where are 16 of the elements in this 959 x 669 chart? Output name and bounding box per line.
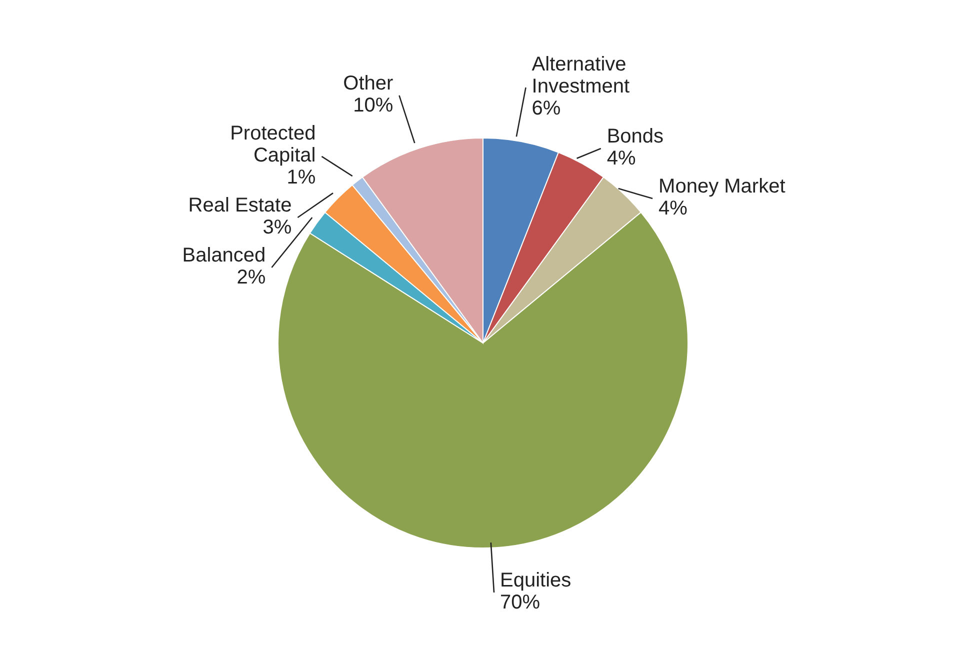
slice-label: Other xyxy=(343,72,394,94)
data-label: 1% xyxy=(286,166,316,188)
data-label: 4% xyxy=(606,148,636,170)
slice-label: Real Estate xyxy=(188,194,292,216)
slice-label: Protected Capital xyxy=(230,122,316,166)
slice-label: Equities xyxy=(500,569,572,592)
data-label: 3% xyxy=(262,216,292,238)
data-label: 4% xyxy=(658,198,688,220)
slice-label: Alternative Investment xyxy=(532,54,630,98)
slice-label: Bonds xyxy=(606,126,664,148)
data-label: 70% xyxy=(500,591,540,614)
data-label: 10% xyxy=(353,94,394,116)
data-label: 6% xyxy=(532,98,561,120)
slice-label: Balanced xyxy=(182,244,266,266)
data-label: 2% xyxy=(236,266,266,288)
slice-label: Money Market xyxy=(658,176,786,198)
